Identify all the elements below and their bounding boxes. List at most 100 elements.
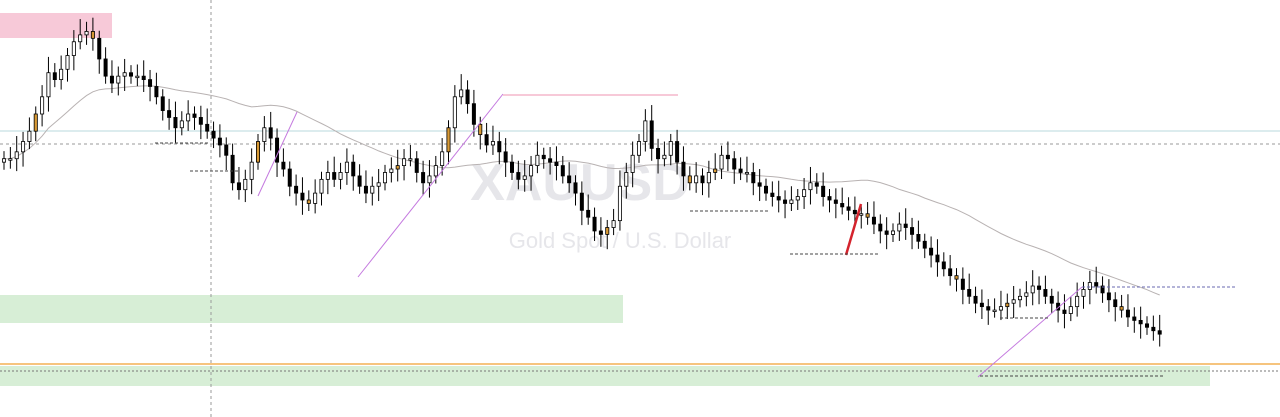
candle-body xyxy=(700,175,705,184)
candle-body xyxy=(1043,289,1048,297)
candle xyxy=(427,160,432,198)
candle xyxy=(402,149,407,181)
candle-body xyxy=(725,154,730,160)
candle-body xyxy=(459,89,464,98)
candle xyxy=(713,153,718,181)
candle xyxy=(1132,307,1137,333)
candle xyxy=(535,141,540,174)
candle xyxy=(128,65,133,84)
candle xyxy=(878,214,883,244)
candle xyxy=(649,105,654,161)
candle-body xyxy=(141,75,146,81)
candle xyxy=(97,30,102,74)
candle-body xyxy=(554,161,559,167)
candle xyxy=(1100,276,1105,303)
candle-body xyxy=(40,96,45,115)
candle xyxy=(421,160,426,196)
candle xyxy=(503,138,508,177)
candle-body xyxy=(840,203,845,208)
candle-body xyxy=(535,154,540,166)
candle-body xyxy=(1132,316,1137,321)
candle-body xyxy=(567,175,572,184)
candle xyxy=(986,299,991,325)
candle-body xyxy=(1005,302,1010,308)
candle-body xyxy=(897,223,902,232)
candle-body xyxy=(351,161,356,177)
candle-body xyxy=(376,182,381,187)
candle xyxy=(840,187,845,215)
candle xyxy=(249,148,254,195)
candle xyxy=(351,154,356,191)
candle-body xyxy=(808,182,813,191)
candle-body xyxy=(821,185,826,197)
candle-body xyxy=(109,75,114,84)
candle-body xyxy=(275,137,280,163)
candle-body xyxy=(611,220,616,228)
candle xyxy=(40,85,45,127)
candle-body xyxy=(903,223,908,228)
demand-zone-lower xyxy=(0,366,1210,386)
candle xyxy=(897,212,902,241)
candle xyxy=(224,137,229,171)
candle xyxy=(268,111,273,151)
candle xyxy=(306,190,311,212)
candle-body xyxy=(891,230,896,235)
candle xyxy=(681,146,686,191)
candle-body xyxy=(522,175,527,180)
candle xyxy=(1094,266,1099,294)
candle xyxy=(116,66,121,96)
candle xyxy=(65,47,70,82)
candle xyxy=(2,151,7,170)
candle xyxy=(732,151,737,184)
candle xyxy=(154,72,159,105)
candle xyxy=(605,219,610,250)
candle xyxy=(624,162,629,199)
candle xyxy=(395,149,400,182)
candle-body xyxy=(370,185,375,194)
candle-body xyxy=(395,165,400,170)
candle xyxy=(529,155,534,191)
candle-body xyxy=(59,68,64,80)
candle-body xyxy=(1145,323,1150,328)
candle xyxy=(802,177,807,209)
candle xyxy=(1157,314,1162,347)
candle xyxy=(141,60,146,92)
candle-body xyxy=(268,127,273,139)
candle xyxy=(617,170,622,231)
candle-body xyxy=(33,113,38,132)
candle xyxy=(1151,315,1156,341)
candle xyxy=(414,151,419,183)
candle xyxy=(948,255,953,286)
candle xyxy=(167,98,172,130)
candle xyxy=(230,143,235,191)
candle-body xyxy=(1113,299,1118,308)
candle-body xyxy=(27,130,32,142)
candle-body xyxy=(46,72,51,98)
candle-body xyxy=(1100,285,1105,294)
candle xyxy=(611,208,616,236)
candle-body xyxy=(1011,299,1016,304)
candle xyxy=(833,188,838,219)
candle-body xyxy=(643,120,648,142)
candle xyxy=(744,156,749,183)
candle xyxy=(884,217,889,250)
candle-body xyxy=(1094,282,1099,287)
candle-body xyxy=(662,154,667,160)
candle-body xyxy=(154,86,159,98)
candle xyxy=(548,147,553,175)
candle xyxy=(281,148,286,177)
candle-body xyxy=(833,199,838,204)
candle-body xyxy=(249,161,254,180)
candle xyxy=(979,289,984,320)
candle-body xyxy=(986,306,991,311)
candle xyxy=(846,197,851,221)
zones-layer xyxy=(0,13,1210,386)
candle-body xyxy=(243,178,248,191)
candle xyxy=(1075,282,1080,317)
trend-line-1 xyxy=(357,93,504,278)
trend-line-2 xyxy=(257,111,298,197)
candle-body xyxy=(1106,292,1111,301)
candle xyxy=(389,157,394,183)
candle xyxy=(255,133,260,170)
